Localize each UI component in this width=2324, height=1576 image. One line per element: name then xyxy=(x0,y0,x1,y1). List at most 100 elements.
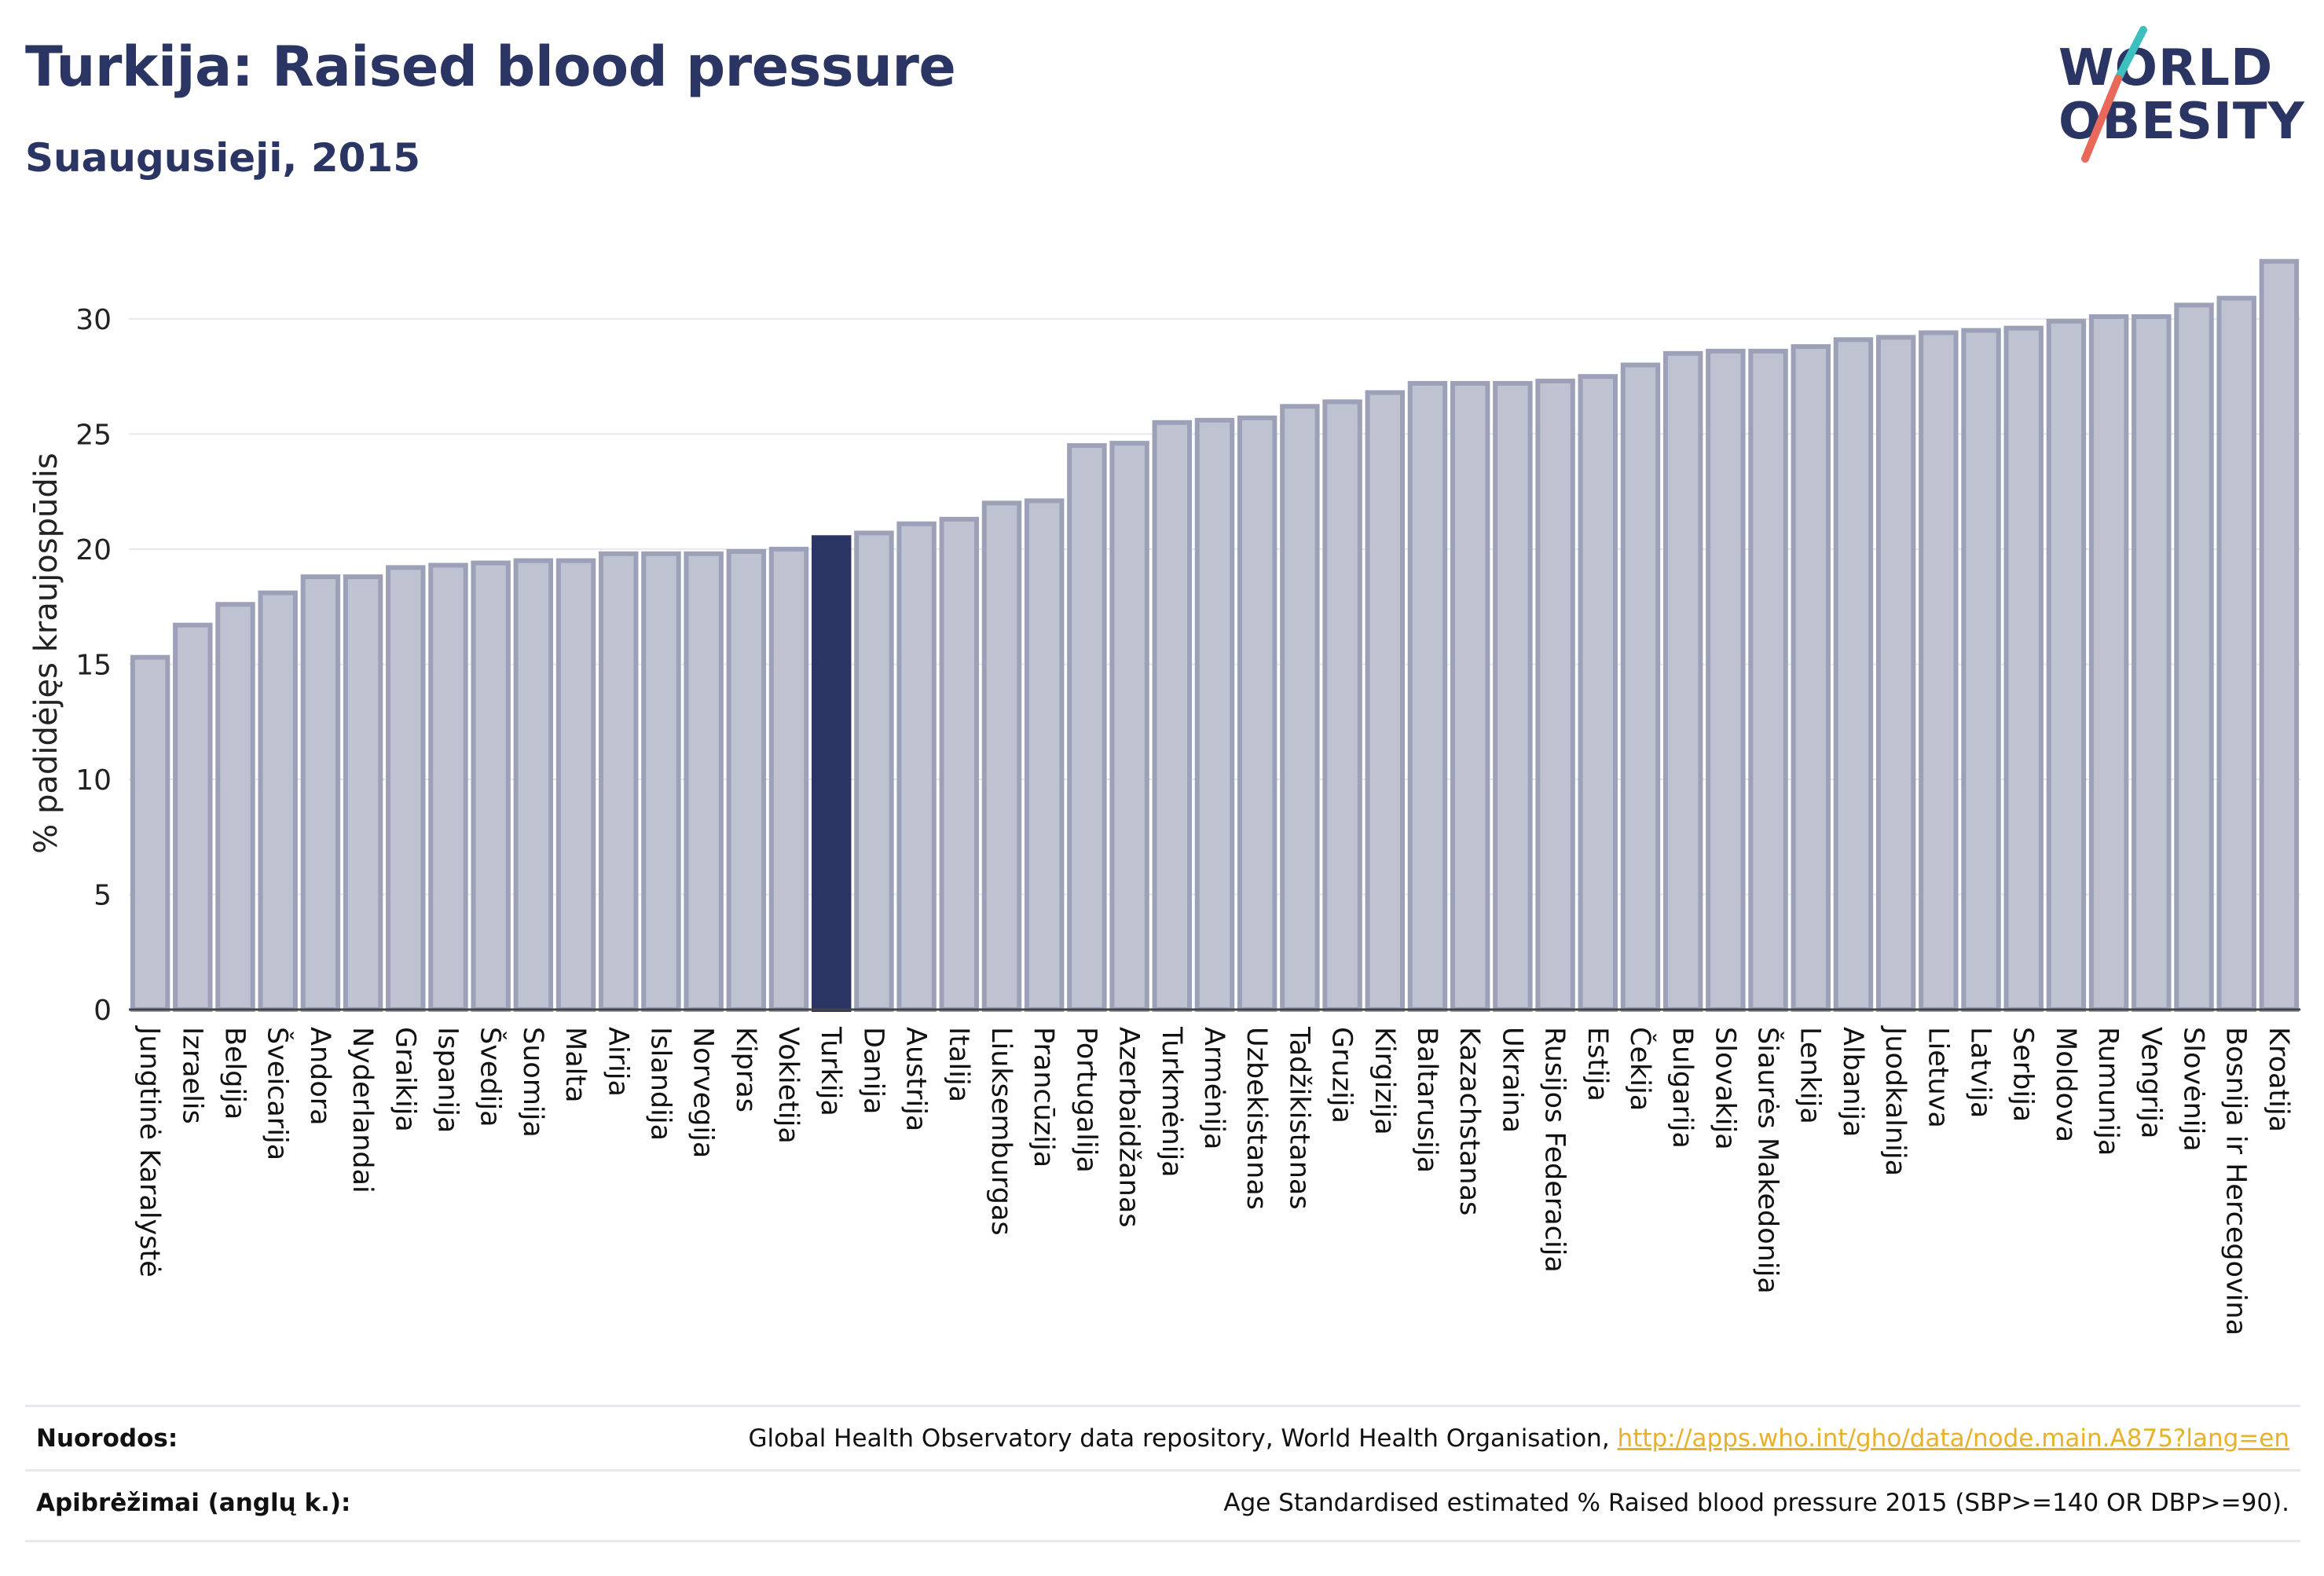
x-tick-label: Gruzija xyxy=(1326,1027,1358,1123)
bar xyxy=(1450,380,1490,1012)
x-tick-label: Belgija xyxy=(218,1027,250,1120)
bar xyxy=(471,560,511,1012)
x-tick-label: Italija xyxy=(943,1027,974,1102)
x-tick-label: Uzbekistanas xyxy=(1241,1027,1272,1210)
y-tick-label: 20 xyxy=(75,534,112,566)
bar xyxy=(2046,318,2087,1012)
bar xyxy=(939,516,980,1012)
bar xyxy=(1407,380,1448,1012)
bar xyxy=(1535,379,1575,1012)
bar xyxy=(258,590,298,1012)
bar xyxy=(1620,362,1661,1012)
y-tick-label: 0 xyxy=(93,995,112,1027)
bar xyxy=(1194,417,1235,1012)
references-link[interactable]: http://apps.who.int/gho/data/node.main.A… xyxy=(1617,1424,2289,1453)
x-tick-label: Bosnija ir Hercegovina xyxy=(2220,1027,2252,1336)
x-tick-label: Kipras xyxy=(730,1027,761,1112)
bar xyxy=(2132,313,2172,1013)
bar xyxy=(812,535,852,1012)
x-tick-label: Slovakija xyxy=(1709,1027,1740,1150)
y-tick-label: 30 xyxy=(75,304,112,336)
bar xyxy=(428,563,468,1012)
x-tick-label: Nyderlandai xyxy=(346,1027,378,1193)
definitions-label: Apibrėžimai (anglų k.): xyxy=(36,1489,351,1517)
x-tick-label: Danija xyxy=(857,1027,889,1114)
bar xyxy=(215,602,255,1012)
y-tick-label: 5 xyxy=(93,879,112,911)
x-tick-label: Norvegija xyxy=(687,1027,719,1158)
logo-line-1: WORLD xyxy=(2058,39,2274,97)
bar xyxy=(641,551,681,1012)
bar xyxy=(1748,348,1788,1012)
x-tick-label: Liuksemburgas xyxy=(985,1027,1017,1236)
x-tick-label: Šveicarija xyxy=(262,1027,295,1160)
bar xyxy=(1578,374,1618,1012)
x-tick-label: Baltarusija xyxy=(1411,1027,1442,1173)
x-tick-label: Kirgizija xyxy=(1369,1027,1400,1135)
bar xyxy=(2216,295,2256,1012)
bar xyxy=(2174,302,2214,1012)
bar xyxy=(300,574,341,1012)
x-tick-label: Suomija xyxy=(517,1027,548,1138)
x-tick-label: Azerbaidžanas xyxy=(1113,1027,1145,1228)
y-tick-label: 15 xyxy=(75,649,112,681)
bar xyxy=(2088,313,2129,1013)
x-tick-label: Tadžikistanas xyxy=(1283,1026,1314,1210)
bar xyxy=(1875,335,1916,1012)
bar-chart: 0 5 10 15 20 25 30 % padidėjęs kraujospūdis Jung… xyxy=(28,258,2300,1336)
bar xyxy=(1109,441,1149,1012)
bar xyxy=(1365,390,1406,1013)
x-tick-label: Ukraina xyxy=(1496,1027,1527,1133)
bar xyxy=(1919,330,1959,1012)
x-tick-label: Vokietija xyxy=(772,1027,804,1144)
bar xyxy=(1152,420,1193,1012)
bar xyxy=(768,546,809,1012)
y-axis-label: % padidėjęs kraujospūdis xyxy=(28,453,64,853)
bar xyxy=(1706,348,1746,1012)
x-tick-label: Islandija xyxy=(644,1027,676,1141)
x-tick-label: Lenkija xyxy=(1794,1027,1826,1124)
footer-definitions-row: Apibrėžimai (anglų k.): Age Standardised… xyxy=(25,1469,2300,1534)
bar xyxy=(599,551,639,1012)
world-obesity-logo: WORLD OBESITY xyxy=(2051,24,2310,165)
x-tick-label: Moldova xyxy=(2050,1027,2081,1142)
footer-references-row: Nuorodos: Global Health Observatory data… xyxy=(25,1405,2300,1469)
bar xyxy=(1791,344,1831,1012)
bar xyxy=(1024,498,1065,1012)
y-tick-label: 10 xyxy=(75,764,112,797)
definitions-text: Age Standardised estimated % Raised bloo… xyxy=(1223,1489,2289,1517)
bar xyxy=(1493,380,1533,1012)
bar xyxy=(726,548,767,1012)
x-tick-label: Latvija xyxy=(1965,1027,1996,1118)
x-tick-label: Ispanija xyxy=(431,1027,463,1133)
x-tick-label: Serbija xyxy=(2007,1027,2039,1122)
footer-divider xyxy=(25,1540,2300,1542)
bar xyxy=(854,530,894,1012)
bar xyxy=(981,500,1022,1012)
x-tick-label: Airija xyxy=(602,1027,633,1097)
x-tick-label: Armėnija xyxy=(1198,1027,1230,1149)
bar xyxy=(1237,415,1277,1012)
x-tick-label: Austrija xyxy=(900,1027,932,1131)
references-text: Global Health Observatory data repositor… xyxy=(748,1424,1618,1453)
x-tick-label: Čekija xyxy=(1624,1027,1657,1111)
references-value: Global Health Observatory data repositor… xyxy=(748,1424,2289,1453)
x-tick-label: Malta xyxy=(559,1027,591,1103)
x-tick-label: Turkija xyxy=(815,1026,846,1116)
bar xyxy=(1961,328,2001,1012)
x-tick-label: Jungtinė Karalystė xyxy=(134,1025,165,1277)
x-tick-label: Švedija xyxy=(475,1027,508,1127)
bar xyxy=(896,521,937,1012)
x-tick-label: Portugalija xyxy=(1070,1027,1102,1173)
x-tick-label: Bulgarija xyxy=(1666,1027,1698,1149)
bar xyxy=(1322,399,1362,1012)
y-tick-label: 25 xyxy=(75,419,112,451)
bar xyxy=(173,622,213,1012)
bar xyxy=(130,654,170,1012)
x-tick-label: Rumunija xyxy=(2092,1027,2124,1156)
x-tick-label: Šiaurės Makedonija xyxy=(1752,1027,1785,1294)
x-tick-label: Izraelis xyxy=(176,1027,207,1124)
x-tick-label: Albanija xyxy=(1837,1027,1868,1137)
bar xyxy=(1662,350,1703,1012)
bar xyxy=(684,551,724,1012)
